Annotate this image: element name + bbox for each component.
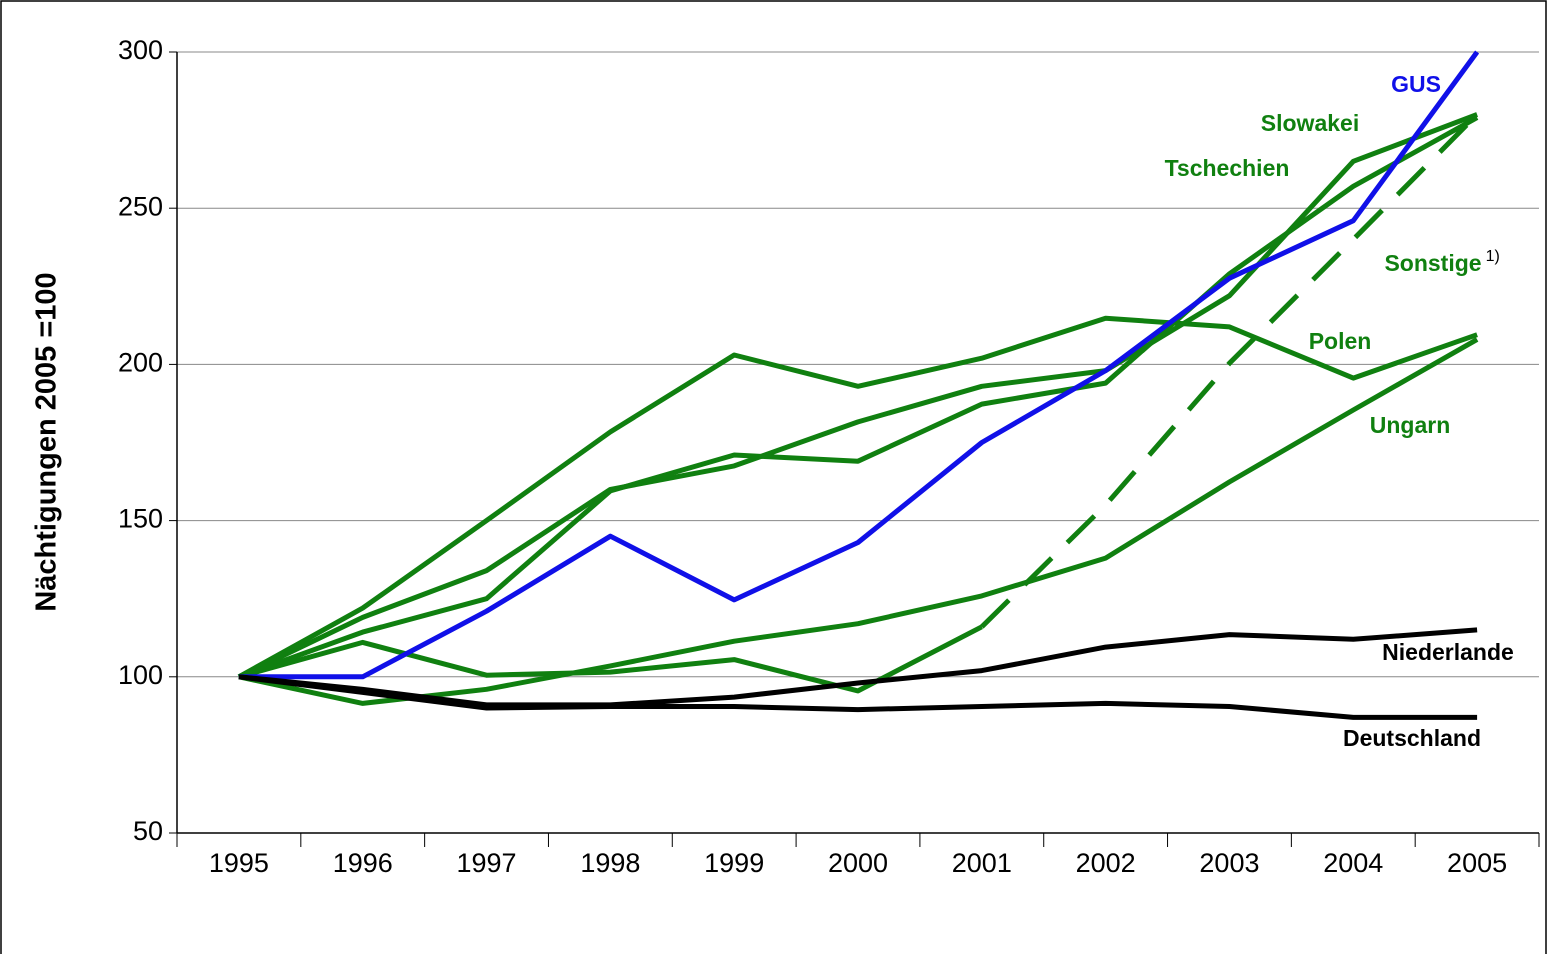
line-series xyxy=(237,112,1478,680)
y-axis-label: Nächtigungen 2005 =100 xyxy=(31,272,63,611)
y-tick-label: 100 xyxy=(118,660,163,690)
series-label: Ungarn xyxy=(1370,412,1451,438)
line-series xyxy=(238,337,1479,706)
series-label: Niederlande xyxy=(1382,639,1514,665)
x-tick-label: 2001 xyxy=(952,848,1012,878)
line-series xyxy=(980,112,1479,629)
line-series xyxy=(238,624,983,694)
x-tick-label: 2003 xyxy=(1199,848,1259,878)
series-note: 1) xyxy=(1486,248,1500,265)
line-series xyxy=(238,627,1478,708)
line-series xyxy=(237,315,1478,679)
series-label: Sonstige xyxy=(1384,250,1481,276)
y-tick-label: 200 xyxy=(118,348,163,378)
y-tick-label: 250 xyxy=(118,191,163,221)
line-series xyxy=(238,115,1479,680)
y-tick-label: 300 xyxy=(118,35,163,65)
series-label: GUS xyxy=(1391,71,1441,97)
line-series xyxy=(238,50,1480,680)
x-tick-label: 2004 xyxy=(1323,848,1383,878)
series-label: Polen xyxy=(1309,328,1372,354)
y-tick-label: 150 xyxy=(118,504,163,534)
series-label: Slowakei xyxy=(1261,110,1359,136)
x-tick-label: 1998 xyxy=(580,848,640,878)
series-label: Tschechien xyxy=(1165,155,1290,181)
x-tick-label: 2005 xyxy=(1447,848,1507,878)
x-tick-label: 1995 xyxy=(209,848,269,878)
series-label: Deutschland xyxy=(1343,725,1481,751)
x-tick-label: 2000 xyxy=(828,848,888,878)
x-tick-label: 1999 xyxy=(704,848,764,878)
x-tick-label: 1997 xyxy=(457,848,517,878)
x-tick-label: 1996 xyxy=(333,848,393,878)
y-tick-label: 50 xyxy=(133,816,163,846)
x-tick-label: 2002 xyxy=(1076,848,1136,878)
line-series xyxy=(238,674,1478,720)
